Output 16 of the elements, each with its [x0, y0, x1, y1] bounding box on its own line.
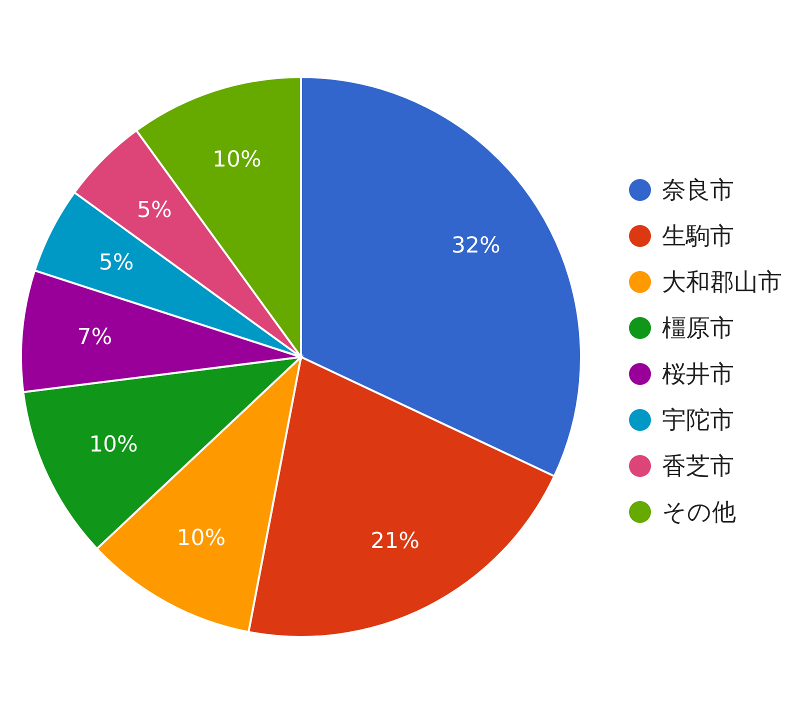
legend-label: その他	[662, 497, 736, 528]
data-label: 10%	[212, 147, 262, 172]
data-label: 32%	[451, 233, 500, 258]
legend-label: 生駒市	[662, 221, 734, 252]
legend-label: 桜井市	[662, 359, 734, 390]
legend-label: 橿原市	[662, 313, 734, 344]
legend-label: 大和郡山市	[662, 267, 782, 298]
data-label: 21%	[370, 529, 420, 554]
legend-label: 宇陀市	[662, 405, 734, 436]
legend-label: 奈良市	[662, 175, 734, 206]
data-label: 10%	[89, 432, 138, 458]
data-label: 7%	[77, 325, 112, 350]
data-label: 5%	[137, 198, 172, 223]
data-label: 10%	[176, 526, 226, 552]
data-label: 5%	[98, 250, 134, 276]
legend-label: 香芝市	[662, 451, 734, 482]
